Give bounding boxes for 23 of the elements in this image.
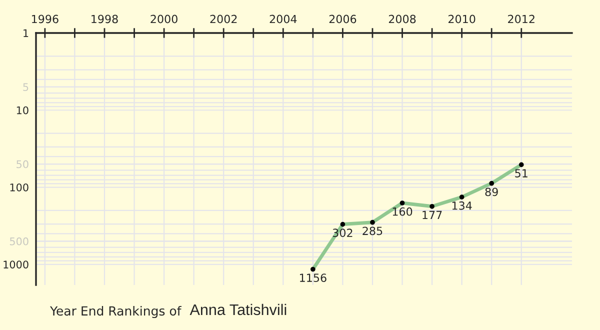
text: Year End Rankings of bbox=[50, 306, 182, 318]
data-label: 51 bbox=[515, 169, 528, 178]
x-tick-label: 2012 bbox=[508, 14, 534, 24]
data-label: 160 bbox=[392, 207, 412, 216]
text: Anna Tatishvili bbox=[190, 304, 286, 316]
x-tick-label: 2006 bbox=[329, 14, 356, 24]
data-label: 134 bbox=[452, 201, 472, 210]
data-label: 1156 bbox=[300, 274, 326, 282]
y-tick-label: 1000 bbox=[4, 260, 28, 268]
x-tick-label: 2004 bbox=[270, 14, 297, 24]
data-label: 177 bbox=[422, 210, 442, 219]
x-tick-label: 2008 bbox=[388, 14, 416, 24]
x-tick-label: 2000 bbox=[150, 14, 178, 24]
data-label: 302 bbox=[332, 228, 352, 238]
x-tick-label: 2010 bbox=[448, 14, 476, 24]
y-tick-label: 1 bbox=[24, 29, 28, 37]
data-label: 89 bbox=[485, 188, 498, 196]
y-tick-label: 100 bbox=[10, 183, 28, 192]
y-tick-label: 10 bbox=[16, 106, 28, 114]
x-tick-label: 2002 bbox=[210, 14, 237, 24]
data-label: 285 bbox=[362, 226, 382, 236]
x-tick-label: 1998 bbox=[92, 14, 118, 24]
x-tick-label: 1996 bbox=[32, 14, 58, 24]
